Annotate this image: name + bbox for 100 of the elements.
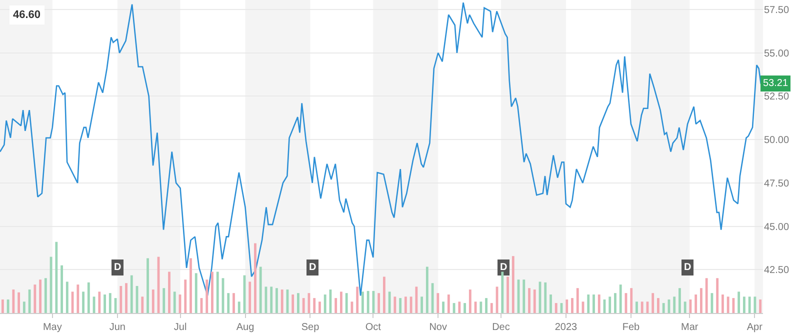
y-tick-label: 42.50 xyxy=(764,265,790,276)
bar xyxy=(232,293,235,313)
annotation: D xyxy=(114,262,122,273)
bar xyxy=(759,299,762,313)
bar xyxy=(184,280,187,313)
bar xyxy=(318,302,321,313)
bar xyxy=(738,292,740,313)
bar xyxy=(82,292,84,313)
bar xyxy=(399,298,402,313)
bar xyxy=(152,290,154,313)
bar xyxy=(270,286,273,313)
x-tick-label: May xyxy=(42,322,62,333)
bar xyxy=(576,288,579,313)
bar xyxy=(280,290,284,313)
bar xyxy=(146,258,149,313)
bar xyxy=(259,266,262,313)
bar xyxy=(673,296,676,313)
bar xyxy=(361,292,364,313)
x-tick-label: Mar xyxy=(681,322,699,333)
bar xyxy=(544,282,547,313)
bar xyxy=(512,256,514,313)
bar xyxy=(324,294,326,313)
bar xyxy=(297,293,300,313)
bar xyxy=(313,298,316,313)
bar xyxy=(657,298,660,313)
x-tick-label: Nov xyxy=(429,322,447,333)
bar xyxy=(420,296,424,313)
bar xyxy=(592,294,595,313)
bar xyxy=(340,292,342,313)
bar xyxy=(726,296,730,313)
bar xyxy=(598,294,600,313)
bar xyxy=(22,302,26,313)
x-tick-label: Feb xyxy=(622,322,640,333)
bar xyxy=(754,296,756,313)
bar xyxy=(694,294,698,313)
bar xyxy=(748,296,751,313)
bar xyxy=(173,292,176,313)
bar xyxy=(684,302,686,313)
bar xyxy=(490,303,493,313)
bar xyxy=(334,298,338,313)
x-tick-label: Dec xyxy=(492,322,510,333)
bar xyxy=(415,286,418,313)
bar xyxy=(211,272,214,313)
x-tick-label: Jun xyxy=(109,322,126,333)
bar xyxy=(394,296,396,313)
bar xyxy=(506,276,509,313)
bar xyxy=(206,280,208,313)
bar xyxy=(630,288,633,313)
bar xyxy=(522,280,526,313)
y-tick-label: 47.50 xyxy=(764,178,790,190)
bar xyxy=(6,299,10,313)
bar xyxy=(550,294,552,313)
x-tick-label: Aug xyxy=(236,322,254,333)
bar xyxy=(705,278,708,313)
bar xyxy=(216,272,219,313)
bar xyxy=(378,293,380,313)
bar xyxy=(571,298,574,313)
annotation: 46.60 xyxy=(13,9,41,21)
bar xyxy=(716,278,719,313)
bar xyxy=(254,243,256,313)
bar xyxy=(501,272,504,313)
bar xyxy=(50,256,52,313)
bar xyxy=(18,292,20,313)
bar xyxy=(190,258,192,313)
bar xyxy=(276,288,278,313)
bar xyxy=(742,296,746,313)
bar xyxy=(98,292,101,313)
annotation: D xyxy=(500,262,508,273)
bar xyxy=(442,302,444,313)
bar xyxy=(447,294,450,313)
bar xyxy=(168,272,170,313)
bar xyxy=(587,294,590,313)
bar xyxy=(566,299,568,313)
bar xyxy=(468,290,472,313)
bar xyxy=(120,286,122,313)
bar xyxy=(662,303,665,313)
bar xyxy=(302,298,305,313)
bar xyxy=(485,298,488,313)
y-tick-label: 45.00 xyxy=(764,222,790,233)
bar xyxy=(640,302,644,313)
bar xyxy=(678,288,681,313)
bar xyxy=(345,293,348,313)
bar xyxy=(636,302,638,313)
bar xyxy=(248,282,252,313)
bar xyxy=(436,293,440,313)
bar xyxy=(55,242,58,313)
bar xyxy=(382,276,386,313)
bar xyxy=(44,278,47,313)
bar xyxy=(108,293,112,313)
bar xyxy=(732,298,735,313)
x-tick-label: Jul xyxy=(174,322,187,333)
bar xyxy=(404,296,407,313)
bar xyxy=(12,290,15,313)
x-tick-label: Apr xyxy=(746,322,764,333)
y-tick-label: 52.50 xyxy=(764,92,790,103)
bar xyxy=(141,296,144,313)
bar xyxy=(162,288,166,313)
bar xyxy=(452,303,456,313)
bar xyxy=(238,302,240,313)
bar xyxy=(60,265,63,313)
